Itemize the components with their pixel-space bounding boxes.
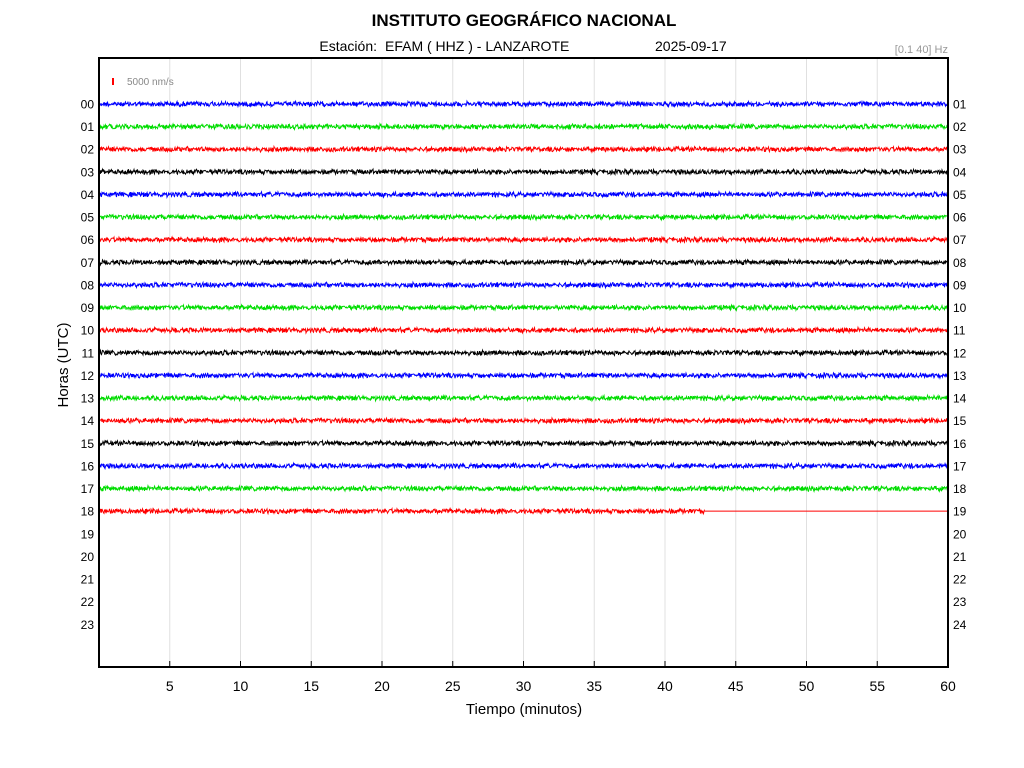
hour-label-left: 06 xyxy=(81,233,95,247)
scale-bar-group: 5000 nm/s xyxy=(112,77,174,88)
hour-label-right: 14 xyxy=(953,392,967,406)
hour-label-right: 06 xyxy=(953,211,967,225)
x-tick-label: 20 xyxy=(374,678,390,694)
hour-label-left: 23 xyxy=(81,618,95,632)
hour-label-right: 17 xyxy=(953,459,967,473)
y-axis-title: Horas (UTC) xyxy=(55,322,72,407)
x-tick-label: 55 xyxy=(869,678,885,694)
chart-title: INSTITUTO GEOGRÁFICO NACIONAL xyxy=(372,11,677,30)
trace-hour-07 xyxy=(98,257,949,267)
trace-hour-01 xyxy=(98,122,949,131)
hour-label-left: 04 xyxy=(81,188,95,202)
hour-label-left: 14 xyxy=(81,414,95,428)
hour-label-right: 23 xyxy=(953,595,967,609)
hour-label-right: 12 xyxy=(953,346,967,360)
trace-hour-10 xyxy=(98,325,949,335)
hour-label-left: 07 xyxy=(81,256,95,270)
hour-label-left: 21 xyxy=(81,573,95,587)
hour-label-right: 09 xyxy=(953,278,967,292)
trace-hour-06 xyxy=(98,235,949,245)
hour-label-right: 13 xyxy=(953,369,967,383)
trace-hour-15 xyxy=(98,438,949,448)
hour-label-right: 24 xyxy=(953,618,967,632)
filter-label: [0.1 40] Hz xyxy=(895,44,948,56)
hour-label-left: 00 xyxy=(81,98,95,112)
hour-label-right: 03 xyxy=(953,143,967,157)
station-name: EFAM ( HHZ ) - LANZAROTE xyxy=(385,38,569,54)
hour-label-left: 11 xyxy=(82,346,95,360)
date-label: 2025-09-17 xyxy=(655,38,727,54)
hour-label-right: 08 xyxy=(953,256,967,270)
x-tick-label: 50 xyxy=(799,678,815,694)
hour-label-right: 02 xyxy=(953,120,967,134)
trace-hour-02 xyxy=(98,144,949,154)
hour-label-left: 19 xyxy=(81,527,95,541)
hour-label-left: 12 xyxy=(81,369,95,383)
x-tick-label: 60 xyxy=(940,678,956,694)
hour-labels-right: 01 02 03 04 05 06 07 08 09 10 11 12 13 14 15 16 17 18 19 20… xyxy=(953,98,967,632)
x-tick-label: 15 xyxy=(303,678,319,694)
x-tick-label: 35 xyxy=(586,678,602,694)
hour-label-left: 10 xyxy=(81,324,95,338)
trace-hour-03 xyxy=(98,167,949,177)
trace-hour-08 xyxy=(98,280,949,290)
hour-label-right: 05 xyxy=(953,188,967,202)
hour-label-left: 01 xyxy=(81,120,95,134)
hour-label-left: 22 xyxy=(81,595,95,609)
trace-hour-11 xyxy=(98,348,949,358)
hour-label-left: 09 xyxy=(81,301,95,315)
trace-hour-00 xyxy=(98,99,949,109)
hour-label-right: 11 xyxy=(953,324,966,338)
trace-hour-12 xyxy=(98,371,949,380)
station-label: Estación: xyxy=(319,38,377,54)
trace-hour-17 xyxy=(98,484,949,494)
hour-label-right: 22 xyxy=(953,573,967,587)
hour-label-right: 18 xyxy=(953,482,967,496)
hour-label-right: 01 xyxy=(953,98,967,112)
hour-label-right: 19 xyxy=(953,505,967,519)
trace-group xyxy=(98,99,949,516)
x-tick-label: 10 xyxy=(233,678,249,694)
trace-hour-13 xyxy=(98,393,949,403)
trace-hour-14 xyxy=(98,416,949,426)
trace-hour-09 xyxy=(98,303,949,313)
trace-hour-16 xyxy=(98,461,949,471)
x-tick-label: 25 xyxy=(445,678,461,694)
hour-label-left: 02 xyxy=(81,143,95,157)
hour-label-right: 16 xyxy=(953,437,967,451)
hour-label-left: 05 xyxy=(81,211,95,225)
hour-labels-left: 00 01 02 03 04 05 06 07 08 09 10 11 12 13 14 15 16 17 18 19… xyxy=(81,98,95,632)
hour-label-right: 21 xyxy=(953,550,967,564)
hour-label-right: 04 xyxy=(953,165,967,179)
x-tick-label: 40 xyxy=(657,678,673,694)
hour-label-right: 15 xyxy=(953,414,967,428)
x-tick-label: 45 xyxy=(728,678,744,694)
hour-label-left: 03 xyxy=(81,165,95,179)
x-tick-label: 30 xyxy=(516,678,532,694)
hour-label-right: 07 xyxy=(953,233,967,247)
scale-label: 5000 nm/s xyxy=(127,77,174,88)
hour-label-left: 15 xyxy=(81,437,95,451)
trace-hour-04 xyxy=(98,189,949,200)
hour-label-left: 16 xyxy=(81,459,95,473)
x-tick-label: 5 xyxy=(166,678,174,694)
x-axis-ticks: 5 10 15 20 25 30 35 40 45 50 55 60 xyxy=(166,661,956,694)
hour-label-right: 20 xyxy=(953,527,967,541)
grid-lines xyxy=(169,59,878,666)
trace-hour-05 xyxy=(98,212,949,222)
hour-label-left: 20 xyxy=(81,550,95,564)
x-axis-title: Tiempo (minutos) xyxy=(466,701,582,718)
hour-label-right: 10 xyxy=(953,301,967,315)
hour-label-left: 08 xyxy=(81,278,95,292)
trace-hour-18 xyxy=(98,506,705,516)
hour-label-left: 13 xyxy=(81,392,95,406)
hour-label-left: 18 xyxy=(81,505,95,519)
hour-label-left: 17 xyxy=(81,482,95,496)
